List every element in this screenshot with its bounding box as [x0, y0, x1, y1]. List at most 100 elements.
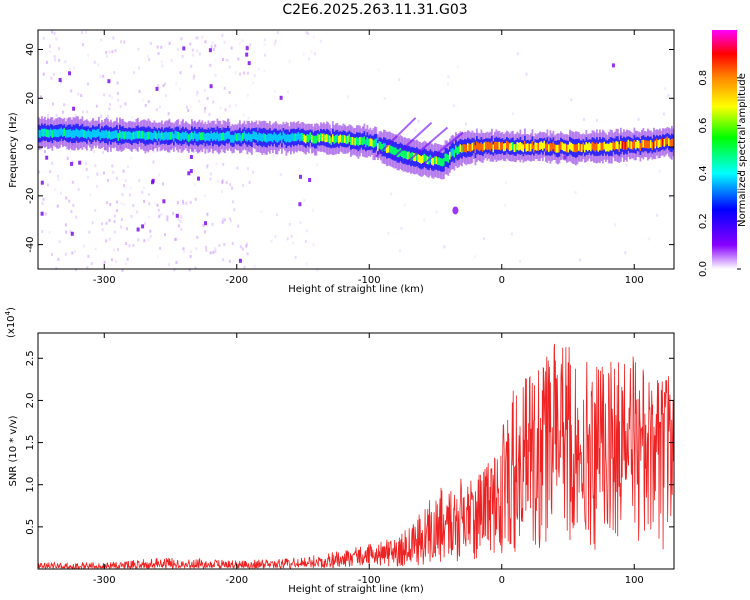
noise-cell [196, 36, 199, 40]
band-peak [599, 142, 601, 151]
band-peak [525, 143, 528, 152]
noise-cell [105, 239, 108, 243]
noise-cell [108, 94, 111, 98]
noise-cell [211, 41, 214, 45]
band-peak [480, 142, 483, 150]
noise-cell [201, 35, 204, 39]
band-peak [95, 130, 97, 139]
band-peak [338, 135, 340, 144]
band-peak [549, 143, 552, 151]
band-peak [425, 154, 427, 163]
noise-cell [177, 218, 180, 222]
band-peak [360, 136, 363, 145]
noise-cell [237, 57, 240, 61]
noise-cell [237, 224, 240, 228]
band-peak [42, 128, 45, 137]
band-peak [668, 138, 670, 146]
band-peak [258, 132, 261, 141]
noise-cell [147, 193, 150, 196]
band-peak [455, 145, 457, 154]
noise-cell [273, 42, 276, 46]
noise-cell [143, 222, 146, 226]
band-peak [353, 137, 355, 146]
noise-cell [157, 208, 160, 212]
band-peak [251, 133, 253, 142]
band-peak [407, 151, 409, 160]
x-tick-label: -100 [358, 275, 381, 286]
noise-cell [245, 52, 249, 57]
band-streak [375, 117, 417, 158]
band-peak [233, 135, 235, 143]
band-peak [497, 142, 499, 150]
band-peak [63, 128, 66, 136]
noise-cell [228, 217, 231, 221]
noise-cell [228, 104, 231, 108]
noise-cell [100, 38, 103, 42]
band-peak [476, 141, 478, 150]
band-peak [470, 144, 472, 152]
band-peak [53, 129, 55, 137]
noise-cell [109, 103, 111, 106]
spectrogram-y-label: Frequency (Hz) [8, 112, 19, 188]
band-peak [488, 141, 490, 150]
noise-cell [130, 214, 133, 218]
noise-cell [212, 100, 215, 104]
band-peak [96, 129, 99, 137]
noise-cell [189, 42, 192, 46]
noise-cell [85, 30, 88, 34]
band-peak [653, 139, 655, 148]
noise-cell [246, 252, 249, 256]
band-peak [126, 131, 129, 140]
noise-cell [305, 262, 308, 266]
band-peak [431, 156, 433, 165]
noise-cell [70, 210, 73, 214]
band-peak [512, 142, 514, 150]
noise-cell [398, 78, 401, 82]
band-peak [285, 134, 288, 143]
spectrogram-x-ticks: -300 -200 -100 0 100 [93, 30, 644, 286]
band-peak [206, 132, 208, 141]
noise-cell [316, 268, 319, 272]
noise-cell [147, 238, 150, 241]
band-peak [183, 132, 186, 141]
noise-cell [65, 196, 68, 200]
band-peak [167, 132, 169, 141]
noise-cell [193, 74, 196, 78]
band-peak [408, 151, 411, 160]
noise-cell [162, 84, 165, 88]
band-peak [99, 132, 102, 140]
noise-cell [243, 265, 246, 269]
band-peak [533, 144, 535, 153]
band-peak [411, 152, 414, 160]
band-peak [354, 137, 357, 146]
band-peak [134, 131, 136, 140]
band-peak [462, 144, 465, 152]
noise-cell [236, 166, 239, 170]
band-peak [623, 141, 625, 150]
noise-cell [308, 57, 311, 61]
noise-cell [87, 53, 90, 57]
noise-cell [68, 71, 71, 76]
band-peak [275, 133, 277, 142]
band-peak [231, 134, 234, 143]
x-tick-label: 100 [625, 275, 644, 286]
snr-y-scale-exponent: 4 [4, 310, 12, 315]
noise-cell [206, 97, 209, 101]
band-peak [650, 140, 652, 148]
y-tick-label: 40 [25, 43, 36, 56]
noise-cell [155, 86, 159, 91]
noise-cell [452, 104, 455, 108]
x-tick-label: 0 [499, 575, 505, 586]
noise-cell [624, 251, 627, 255]
noise-cell [221, 179, 224, 183]
noise-cell [226, 58, 229, 62]
band-peak [104, 130, 106, 139]
band-peak [186, 132, 189, 141]
band-peak [78, 130, 81, 139]
noise-cell [78, 160, 82, 165]
band-peak [110, 131, 112, 140]
noise-cell [235, 104, 238, 107]
noise-cell [74, 268, 77, 272]
snr-y-scale-base: (x10 [6, 315, 17, 338]
noise-cell [39, 95, 42, 99]
